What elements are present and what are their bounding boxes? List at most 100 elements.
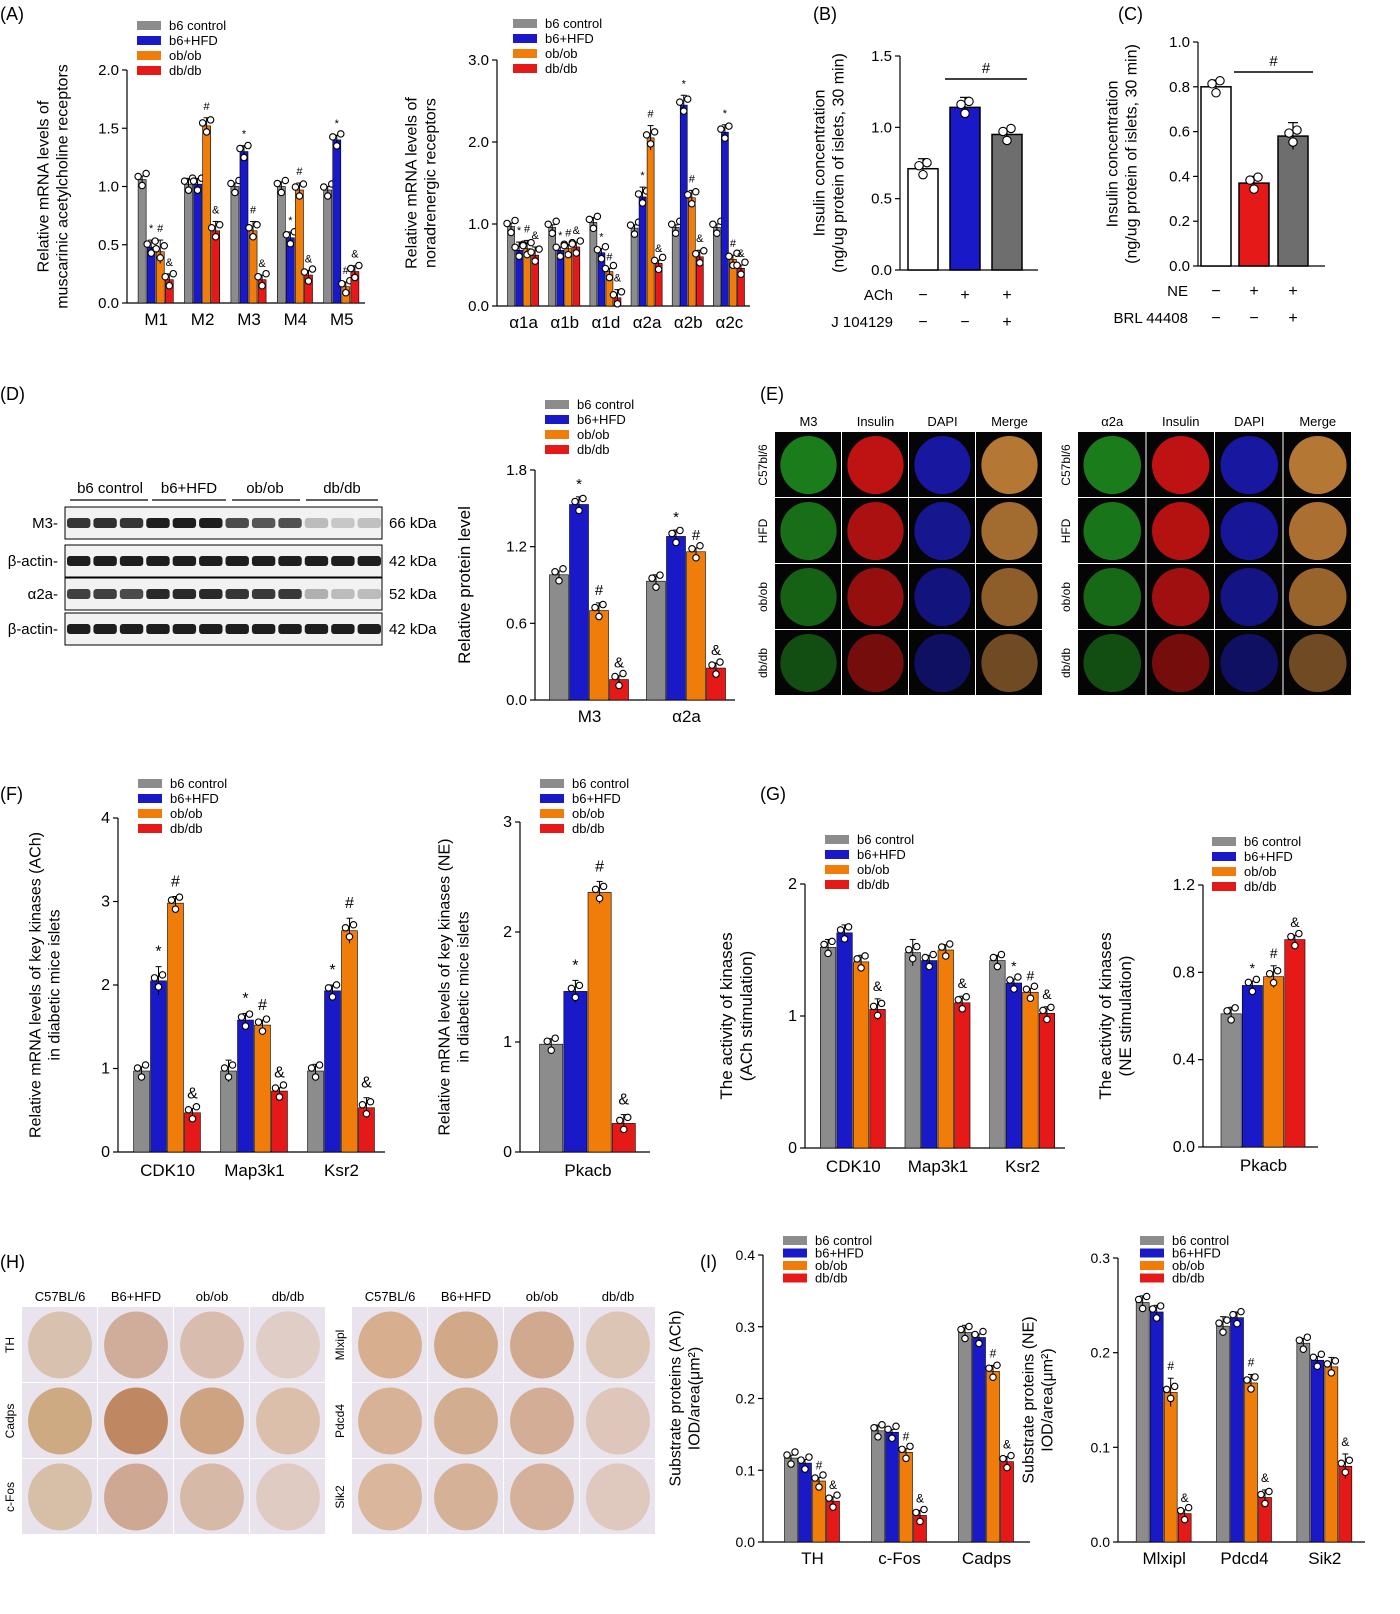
data-point-2-3-3 [1251, 1373, 1259, 1381]
blot-protein-label: M3- [32, 515, 58, 532]
tile-1-4 [1283, 432, 1351, 497]
y-tick-label-1: 0.0 [468, 298, 489, 315]
data-point-2-3-2 [202, 128, 211, 136]
bar-2-2 [666, 536, 686, 701]
legend-label-3: ob/ob [170, 806, 203, 821]
bar-2-1 [646, 580, 666, 701]
blot-band-4-10 [304, 624, 329, 634]
data-point-1-2-2 [515, 252, 523, 260]
blot-protein-label: β-actin- [8, 553, 58, 570]
x-tick-label-2: M2 [191, 310, 215, 329]
column-label-2: Insulin [857, 414, 895, 429]
legend-label-3: ob/ob [169, 48, 202, 63]
data-point-1-1-3 [1142, 1292, 1151, 1301]
data-point-1-4-3 [877, 999, 886, 1008]
data-point-2-1-2 [908, 954, 917, 963]
blot-band-1-2 [93, 518, 117, 528]
category-2: * # & Map3k1 [220, 990, 288, 1180]
data-point-2-3-1 [254, 1018, 263, 1026]
data-point-3-2-1 [324, 984, 333, 992]
chart-i1: 0.0 0.1 0.2 0.3 0.4 Substrate proteins (ACh) I… [668, 1233, 1030, 1568]
data-point-1-3-3 [527, 238, 535, 247]
data-point-1-1-1 [1223, 1007, 1231, 1015]
data-point-3-2-2 [240, 153, 248, 162]
data-point-1-4-2 [188, 1115, 197, 1123]
blot-strip [64, 612, 383, 646]
data-point-3-1-2 [311, 1073, 320, 1081]
sig-mark-5-3: # [343, 265, 350, 277]
y-tick-label-3: 1.0 [98, 179, 119, 196]
bar-1-2 [569, 504, 589, 701]
data-point-1-4-2 [873, 1011, 882, 1020]
data-point-1-4-2 [615, 681, 623, 690]
legend-swatch-4 [540, 824, 564, 833]
sig-mark-2-4: & [212, 204, 220, 216]
sig-mark-1-3: # [157, 223, 164, 235]
column-label-3: ob/ob [196, 1289, 229, 1304]
data-point-1-4-2 [1291, 941, 1299, 950]
treatment-label-1: ACh [864, 287, 893, 304]
data-point-1-3-3 [819, 1471, 827, 1479]
tile-1-4 [250, 1307, 325, 1382]
tile-1-3 [909, 432, 975, 497]
panel-label-h: (H) [0, 1252, 25, 1272]
bar-1-3 [167, 902, 184, 1153]
blot-band-2-7 [225, 556, 249, 566]
islet-stain [780, 567, 837, 627]
data-point-1-4-2 [165, 281, 174, 290]
data-point-3-4-1 [358, 1100, 367, 1109]
blot-band-1-5 [172, 518, 197, 528]
bar-5-1 [323, 189, 333, 304]
data-point-3-1-2 [1288, 137, 1298, 147]
column-label-4: Merge [991, 414, 1028, 429]
blot-band-3-4 [146, 589, 170, 599]
data-point-4-4-3 [658, 253, 667, 262]
row-label-3: ob/ob [1059, 582, 1073, 612]
data-point-1-2-1 [797, 1456, 805, 1464]
sig-mark-1-2: * [572, 957, 578, 974]
y-axis-label-line-1: Relative mRNA levels of key kinases (NE) [437, 839, 454, 1136]
islet-stain [1288, 633, 1347, 693]
data-point-3-3-1 [341, 923, 350, 932]
legend-swatch-2 [1212, 852, 1236, 861]
blot-band-3-7 [225, 589, 249, 599]
islet-stain [434, 1387, 498, 1455]
legend-label-3: ob/ob [857, 862, 890, 877]
tile-2-3 [174, 1383, 249, 1458]
blot-band-2-4 [146, 556, 170, 566]
data-point-1-2-2 [147, 249, 155, 257]
y-axis-label: Insulin concentration (ng/ug protein of i… [1105, 44, 1141, 264]
sig-mark-4-3: # [296, 166, 303, 178]
data-point-5-1-1 [319, 183, 328, 191]
column-label-3: DAPI [927, 414, 957, 429]
sig-mark-2-3: # [204, 101, 211, 113]
bar-3-1 [589, 222, 598, 307]
data-point-2-3-1 [938, 943, 946, 951]
sig-mark-5-4: & [696, 233, 704, 245]
tile-4-2 [1146, 630, 1214, 695]
data-point-3-4-2 [1003, 1463, 1011, 1472]
data-point-2-3-1 [688, 545, 696, 553]
y-axis-label-line-2: (NE stimulation) [1116, 956, 1135, 1077]
data-point-3-1-3 [997, 950, 1006, 959]
data-point-4-1-1 [273, 179, 282, 188]
bar-3-4 [1000, 1461, 1014, 1543]
y-tick-label-2: 0.5 [871, 191, 892, 208]
blot-band-4-3 [119, 624, 144, 634]
islet-stain [256, 1387, 320, 1455]
islet-stain [1083, 435, 1142, 495]
tile-2-3 [504, 1383, 579, 1458]
data-point-1-2-3 [805, 1453, 813, 1461]
y-tick-label-3: 2 [788, 876, 797, 893]
y-tick-label-3: 1.2 [506, 539, 527, 556]
data-point-6-4-2 [737, 270, 745, 279]
x-tick-label-4: α2a [633, 313, 662, 332]
x-tick-label-1: Pkacb [1240, 1156, 1287, 1175]
category-3: * # & M3 [227, 129, 270, 329]
x-tick-label-3: Sik2 [1308, 1549, 1341, 1568]
data-point-1-3-3 [599, 882, 608, 891]
data-point-1-4-3 [1295, 929, 1303, 938]
tile-1-2 [842, 432, 908, 497]
data-point-2-2-2 [193, 186, 202, 194]
